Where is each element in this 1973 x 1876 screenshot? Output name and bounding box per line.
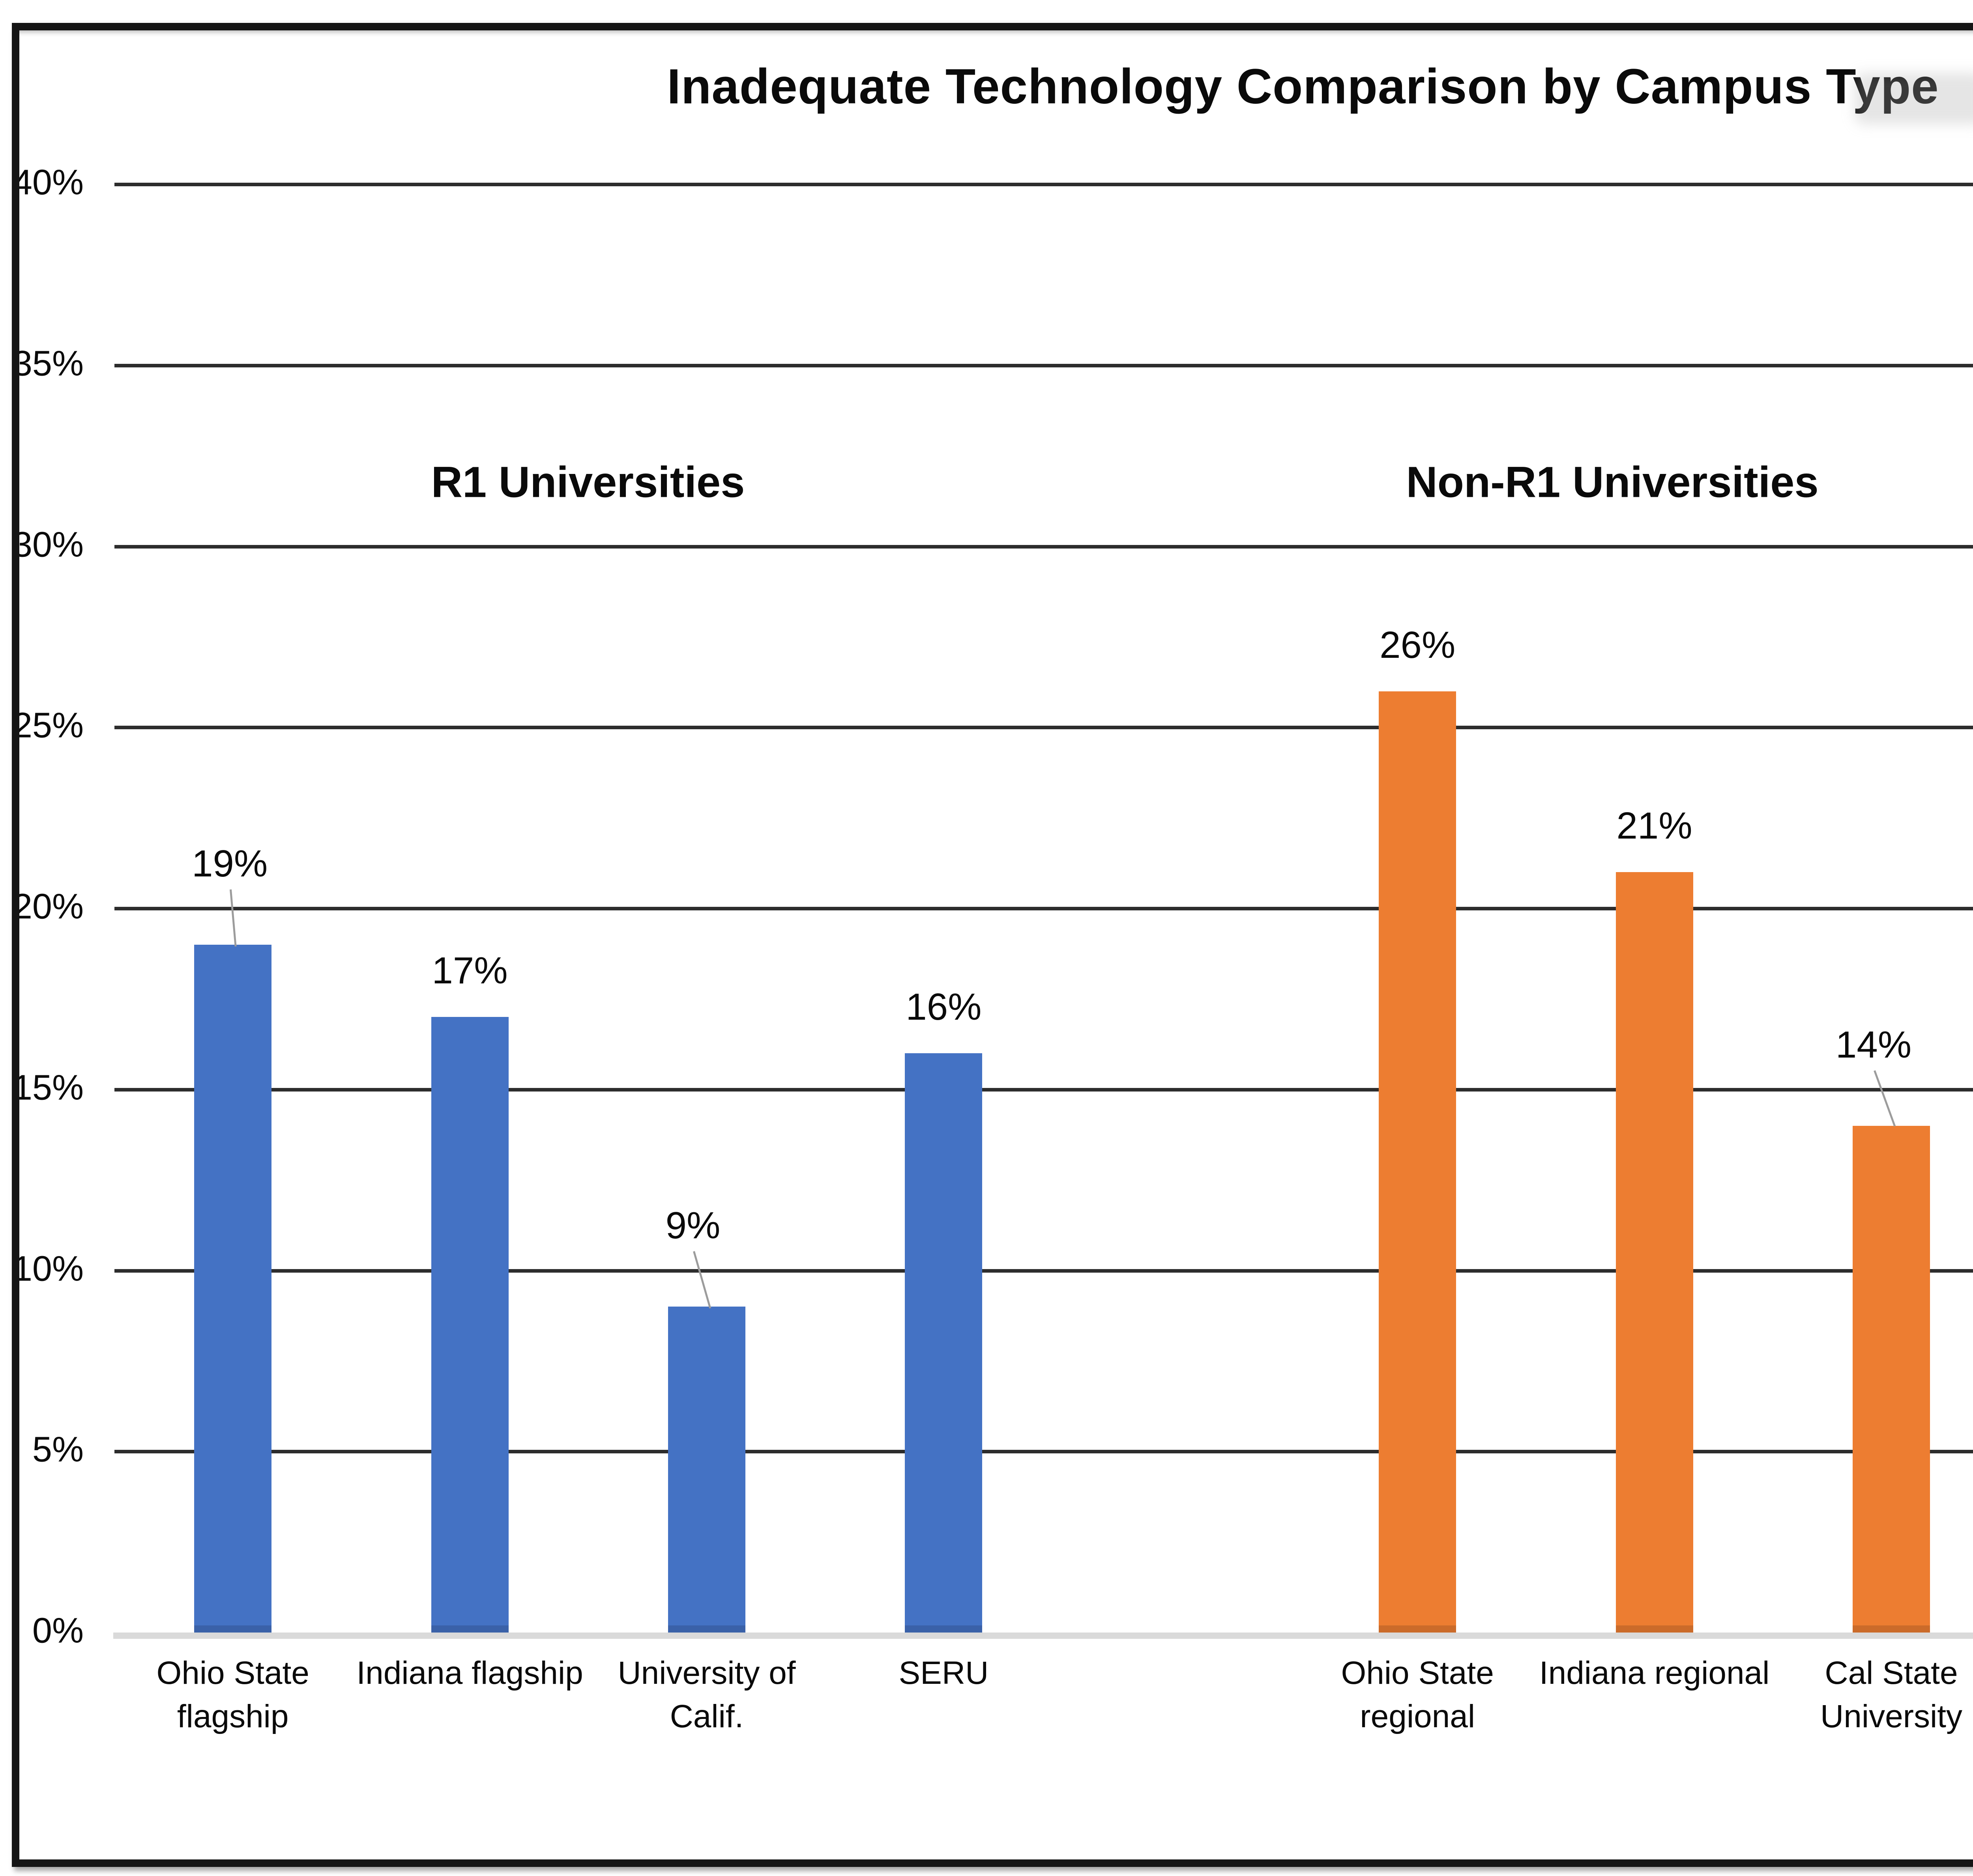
y-tick-35%: 35% <box>12 344 84 384</box>
bar-seru <box>905 1053 983 1633</box>
bar-indiana-regional <box>1615 872 1693 1633</box>
leader-line-university-of-calif <box>693 1251 711 1309</box>
category-label-ohio-state-flagship: Ohio State flagship <box>156 1655 309 1734</box>
x-axis-line <box>113 1633 1973 1639</box>
chart-title: Inadequate Technology Comparison by Camp… <box>667 59 1939 114</box>
value-label-university-of-calif: 9% <box>665 1204 721 1247</box>
y-tick-0%: 0% <box>32 1611 84 1651</box>
leader-line-cal-state-university <box>1874 1070 1896 1127</box>
value-label-cal-state-university: 14% <box>1835 1023 1912 1066</box>
y-tick-15%: 15% <box>12 1068 84 1108</box>
gridline-20% <box>114 907 1973 910</box>
bar-university-of-calif <box>668 1307 745 1633</box>
group-label-non-r1-universities: Non-R1 Universities <box>1406 458 1819 507</box>
y-tick-30%: 30% <box>12 524 84 564</box>
gridline-40% <box>114 183 1973 186</box>
bar-indiana-flagship <box>431 1017 509 1633</box>
category-label-university-of-calif: University of Calif. <box>618 1655 796 1734</box>
value-label-ohio-state-regional: 26% <box>1380 623 1456 666</box>
bar-cal-state-university <box>1853 1125 1930 1633</box>
bar-ohio-state-regional <box>1379 691 1456 1633</box>
gridline-30% <box>114 545 1973 549</box>
leader-line-ohio-state-flagship <box>230 889 237 947</box>
y-tick-5%: 5% <box>32 1430 84 1470</box>
gridline-25% <box>114 726 1973 730</box>
gridline-10% <box>114 1269 1973 1273</box>
gridline-15% <box>114 1088 1973 1092</box>
y-tick-40%: 40% <box>12 163 84 202</box>
category-label-cal-state-university: Cal State University <box>1820 1655 1962 1734</box>
category-label-indiana-flagship: Indiana flagship <box>356 1655 583 1691</box>
group-label-r1-universities: R1 Universities <box>431 458 745 507</box>
y-tick-20%: 20% <box>12 887 84 927</box>
y-tick-10%: 10% <box>12 1249 84 1288</box>
bar-ohio-state-flagship <box>194 944 272 1633</box>
category-label-seru: SERU <box>899 1655 989 1691</box>
category-label-ohio-state-regional: Ohio State regional <box>1341 1655 1494 1734</box>
value-label-seru: 16% <box>906 986 982 1028</box>
value-label-ohio-state-flagship: 19% <box>192 842 268 885</box>
y-tick-25%: 25% <box>12 706 84 745</box>
value-label-indiana-regional: 21% <box>1616 805 1692 847</box>
category-label-indiana-regional: Indiana regional <box>1539 1655 1770 1691</box>
gridline-35% <box>114 363 1973 367</box>
gridline-5% <box>114 1450 1973 1454</box>
value-label-indiana-flagship: 17% <box>432 949 508 992</box>
